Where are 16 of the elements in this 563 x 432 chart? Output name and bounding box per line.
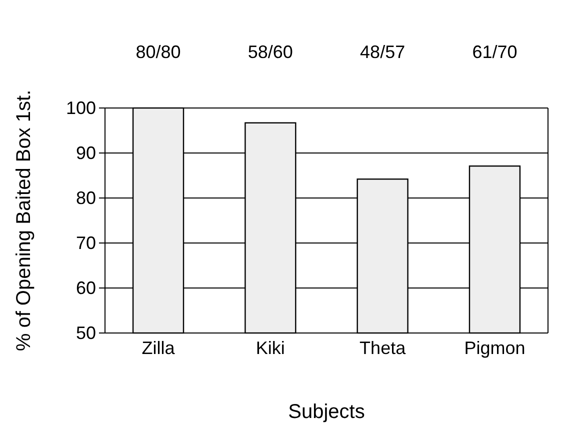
data-label: 58/60 (248, 42, 293, 62)
y-tick-label: 80 (76, 188, 96, 208)
data-label: 61/70 (472, 42, 518, 62)
y-tick-label: 50 (76, 322, 96, 343)
y-tick-label: 60 (76, 278, 96, 298)
x-tick-label: Theta (360, 338, 407, 358)
y-tick-label: 70 (76, 232, 96, 253)
y-axis-title: % of Opening Baited Box 1st. (13, 90, 35, 352)
data-label: 48/57 (360, 42, 406, 62)
x-axis-title: Subjects (288, 401, 365, 423)
y-tick-label: 90 (76, 142, 96, 163)
x-tick-label: Kiki (256, 338, 285, 358)
y-tick-label: 100 (66, 98, 96, 118)
x-tick-label: Pigmon (464, 338, 526, 358)
data-label: 80/80 (136, 42, 181, 62)
x-tick-label: Zilla (142, 338, 176, 358)
